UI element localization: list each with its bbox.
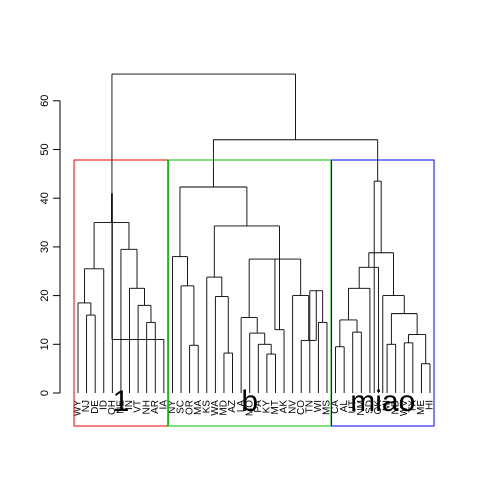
leaf-label: TX [407,400,418,413]
y-tick-label: 0 [39,390,51,396]
cluster-rect [73,159,169,427]
y-tick-label: 50 [39,143,51,155]
leaf-label: LA [236,400,247,413]
leaf-label: CA [330,400,341,414]
leaf-labels: WYNJDEIDOHNEINVTNHARIANYSCORMAKSWAMDAZLA… [73,400,436,417]
leaf-label: DE [90,400,101,414]
leaf-label: WV [399,400,410,416]
leaf-label: IA [158,400,169,410]
y-tick-label: 30 [39,241,51,253]
leaf-label: AK [279,400,290,414]
leaf-label: MO [244,400,255,416]
y-tick-label: 60 [39,95,51,107]
leaf-label: WI [313,400,324,412]
cluster-rect [167,159,332,427]
y-tick-label: 40 [39,192,51,204]
leaf-label: WA [210,400,221,416]
leaf-label: MA [193,400,204,415]
leaf-label: AZ [227,400,238,413]
leaf-label: MD [219,400,230,416]
dendrogram-tree [77,73,431,393]
leaf-label: ME [416,400,427,415]
leaf-label: MI [382,400,393,411]
cluster-label: 1 [113,385,130,418]
leaf-label: OK [373,400,384,415]
leaf-label: MS [322,400,333,415]
cluster-label: miao [350,385,415,418]
cluster-rectangles: 1 b miao [73,159,435,427]
leaf-label: NJ [81,400,92,412]
leaf-label: NV [287,400,298,414]
leaf-label: OH [107,400,118,415]
leaf-label: MT [270,400,281,414]
leaf-label: ID [98,400,109,410]
leaf-label: SD [365,400,376,414]
y-tick-label: 20 [39,289,51,301]
leaf-label: CO [296,400,307,415]
leaf-label: AR [150,400,161,414]
leaf-label: AL [339,400,350,413]
leaf-label: HI [425,400,436,410]
leaf-label: IN [124,400,135,410]
leaf-label: OR [184,400,195,415]
leaf-label: WY [73,400,84,416]
leaf-label: ND [390,400,401,414]
leaf-label: NH [141,400,152,414]
leaf-label: VT [133,400,144,413]
leaf-label: NM [356,400,367,416]
y-axis: 0 10 20 30 40 50 60 [39,95,61,396]
leaf-label: KY [262,400,273,414]
y-tick-label: 10 [39,338,51,350]
leaf-label: NY [167,400,178,414]
leaf-label: NE [116,400,127,414]
leaf-label: PA [253,400,264,413]
leaf-label: TN [304,400,315,413]
cluster-rect [331,159,435,427]
leaf-label: UT [347,400,358,413]
leaf-label: SC [176,400,187,414]
cluster-label: b [241,385,258,418]
leaf-label: KS [201,400,212,414]
